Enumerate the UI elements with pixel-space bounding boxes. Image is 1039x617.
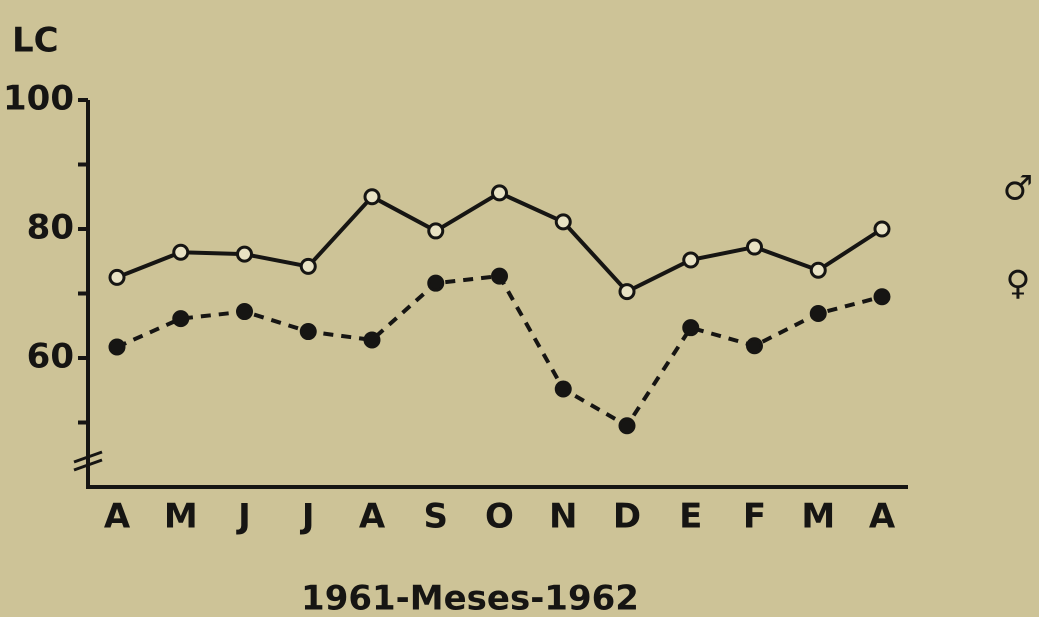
x-tick-label: M [801, 497, 835, 537]
data-point [172, 243, 190, 261]
data-point [873, 288, 891, 306]
data-point [682, 319, 700, 337]
data-point [873, 220, 891, 238]
x-tick-label: J [236, 497, 251, 537]
x-tick-label: N [549, 497, 577, 537]
data-point [236, 245, 253, 263]
axis-break [73, 458, 103, 472]
data-point [618, 417, 636, 435]
x-tick-label: E [679, 497, 702, 537]
data-point [172, 310, 190, 328]
axis-break [73, 450, 103, 464]
y-axis-label: LC [12, 21, 59, 61]
data-point [618, 283, 636, 301]
x-tick-label: F [743, 497, 766, 537]
data-point [682, 251, 700, 269]
data-point [427, 222, 445, 240]
y-tick-label: 60 [27, 337, 74, 377]
data-point [427, 274, 445, 292]
x-tick-label: J [300, 497, 315, 537]
data-point [746, 238, 763, 256]
data-point [299, 257, 317, 275]
data-point [236, 303, 253, 321]
data-point [809, 304, 827, 322]
legend-label: ♂ [1003, 169, 1033, 209]
y-tick-label: 80 [27, 208, 74, 248]
data-point [554, 213, 572, 231]
x-tick-label: A [869, 497, 896, 537]
data-point [108, 268, 126, 286]
x-tick-label: O [485, 497, 514, 537]
x-tick-label: A [104, 497, 131, 537]
data-point [491, 267, 508, 285]
data-point [108, 338, 126, 356]
data-point [363, 331, 381, 349]
x-tick-label: A [359, 497, 386, 537]
data-point [554, 380, 572, 398]
x-tick-label: S [424, 497, 449, 537]
data-point [491, 184, 508, 202]
data-point [363, 188, 381, 206]
x-tick-label: M [164, 497, 198, 537]
y-tick-label: 100 [3, 79, 74, 119]
x-tick-label: D [613, 497, 641, 537]
data-point [746, 337, 763, 355]
data-point [299, 323, 317, 341]
x-axis-label: 1961-Meses-1962 [301, 579, 639, 617]
data-point [809, 261, 827, 279]
legend-label: ♀ [1006, 264, 1031, 304]
